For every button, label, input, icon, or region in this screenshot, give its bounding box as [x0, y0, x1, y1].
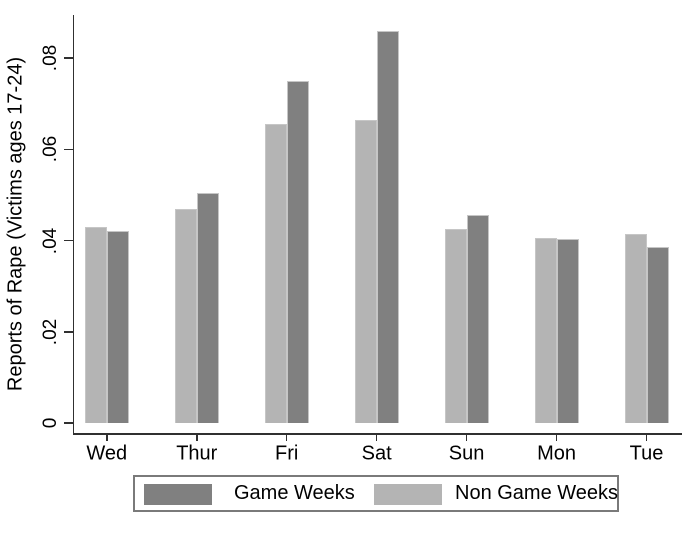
bar-game-weeks-wed — [106, 231, 129, 423]
y-axis-tick — [63, 57, 73, 59]
y-axis-tick — [63, 239, 73, 242]
y-axis-tick-label: .04 — [40, 227, 61, 254]
y-axis-title: Reports of Rape (Victims ages 17-24) — [4, 56, 27, 392]
legend-swatch-non-game-weeks — [374, 484, 442, 505]
x-axis-tick — [555, 433, 558, 441]
x-axis-label-mon: Mon — [537, 442, 576, 465]
y-axis-line — [72, 15, 75, 435]
y-axis-tick-label: .02 — [40, 318, 61, 345]
bar-game-weeks-tue — [646, 247, 669, 423]
x-axis-tick — [375, 433, 378, 441]
bar-non-game-weeks-sat — [354, 119, 377, 423]
legend-label-game-weeks: Game Weeks — [234, 482, 355, 504]
bar-game-weeks-sun — [466, 215, 489, 423]
bar-game-weeks-mon — [556, 239, 579, 423]
x-axis-tick — [196, 433, 198, 441]
y-axis-tick-label: 0 — [40, 417, 61, 429]
bar-non-game-weeks-sun — [444, 229, 467, 423]
y-axis-tick — [63, 422, 73, 424]
x-axis-label-sat: Sat — [361, 442, 392, 465]
legend-label-non-game-weeks: Non Game Weeks — [455, 482, 619, 504]
x-axis-label-wed: Wed — [86, 442, 128, 465]
x-axis-tick — [465, 433, 468, 441]
y-axis-tick-label: .06 — [40, 136, 61, 163]
y-axis-tick — [63, 148, 73, 150]
bar-non-game-weeks-wed — [84, 226, 107, 423]
bar-non-game-weeks-tue — [624, 233, 647, 423]
bar-non-game-weeks-fri — [264, 124, 287, 423]
bar-non-game-weeks-mon — [534, 238, 557, 423]
legend: Game Weeks Non Game Weeks — [133, 475, 619, 512]
bar-game-weeks-sat — [376, 30, 399, 423]
y-axis-tick — [63, 331, 73, 333]
y-axis-tick-label: .08 — [40, 44, 61, 72]
bar-non-game-weeks-thur — [174, 208, 197, 423]
legend-swatch-game-weeks — [144, 484, 212, 505]
x-axis-label-sun: Sun — [448, 442, 485, 465]
x-axis-tick — [645, 433, 648, 441]
bar-game-weeks-fri — [286, 80, 309, 423]
bar-game-weeks-thur — [196, 192, 219, 423]
x-axis-tick — [106, 433, 108, 441]
x-axis-label-fri: Fri — [275, 442, 299, 465]
x-axis-tick — [285, 433, 288, 441]
x-axis-label-thur: Thur — [176, 442, 218, 465]
x-axis-label-tue: Tue — [629, 442, 664, 465]
